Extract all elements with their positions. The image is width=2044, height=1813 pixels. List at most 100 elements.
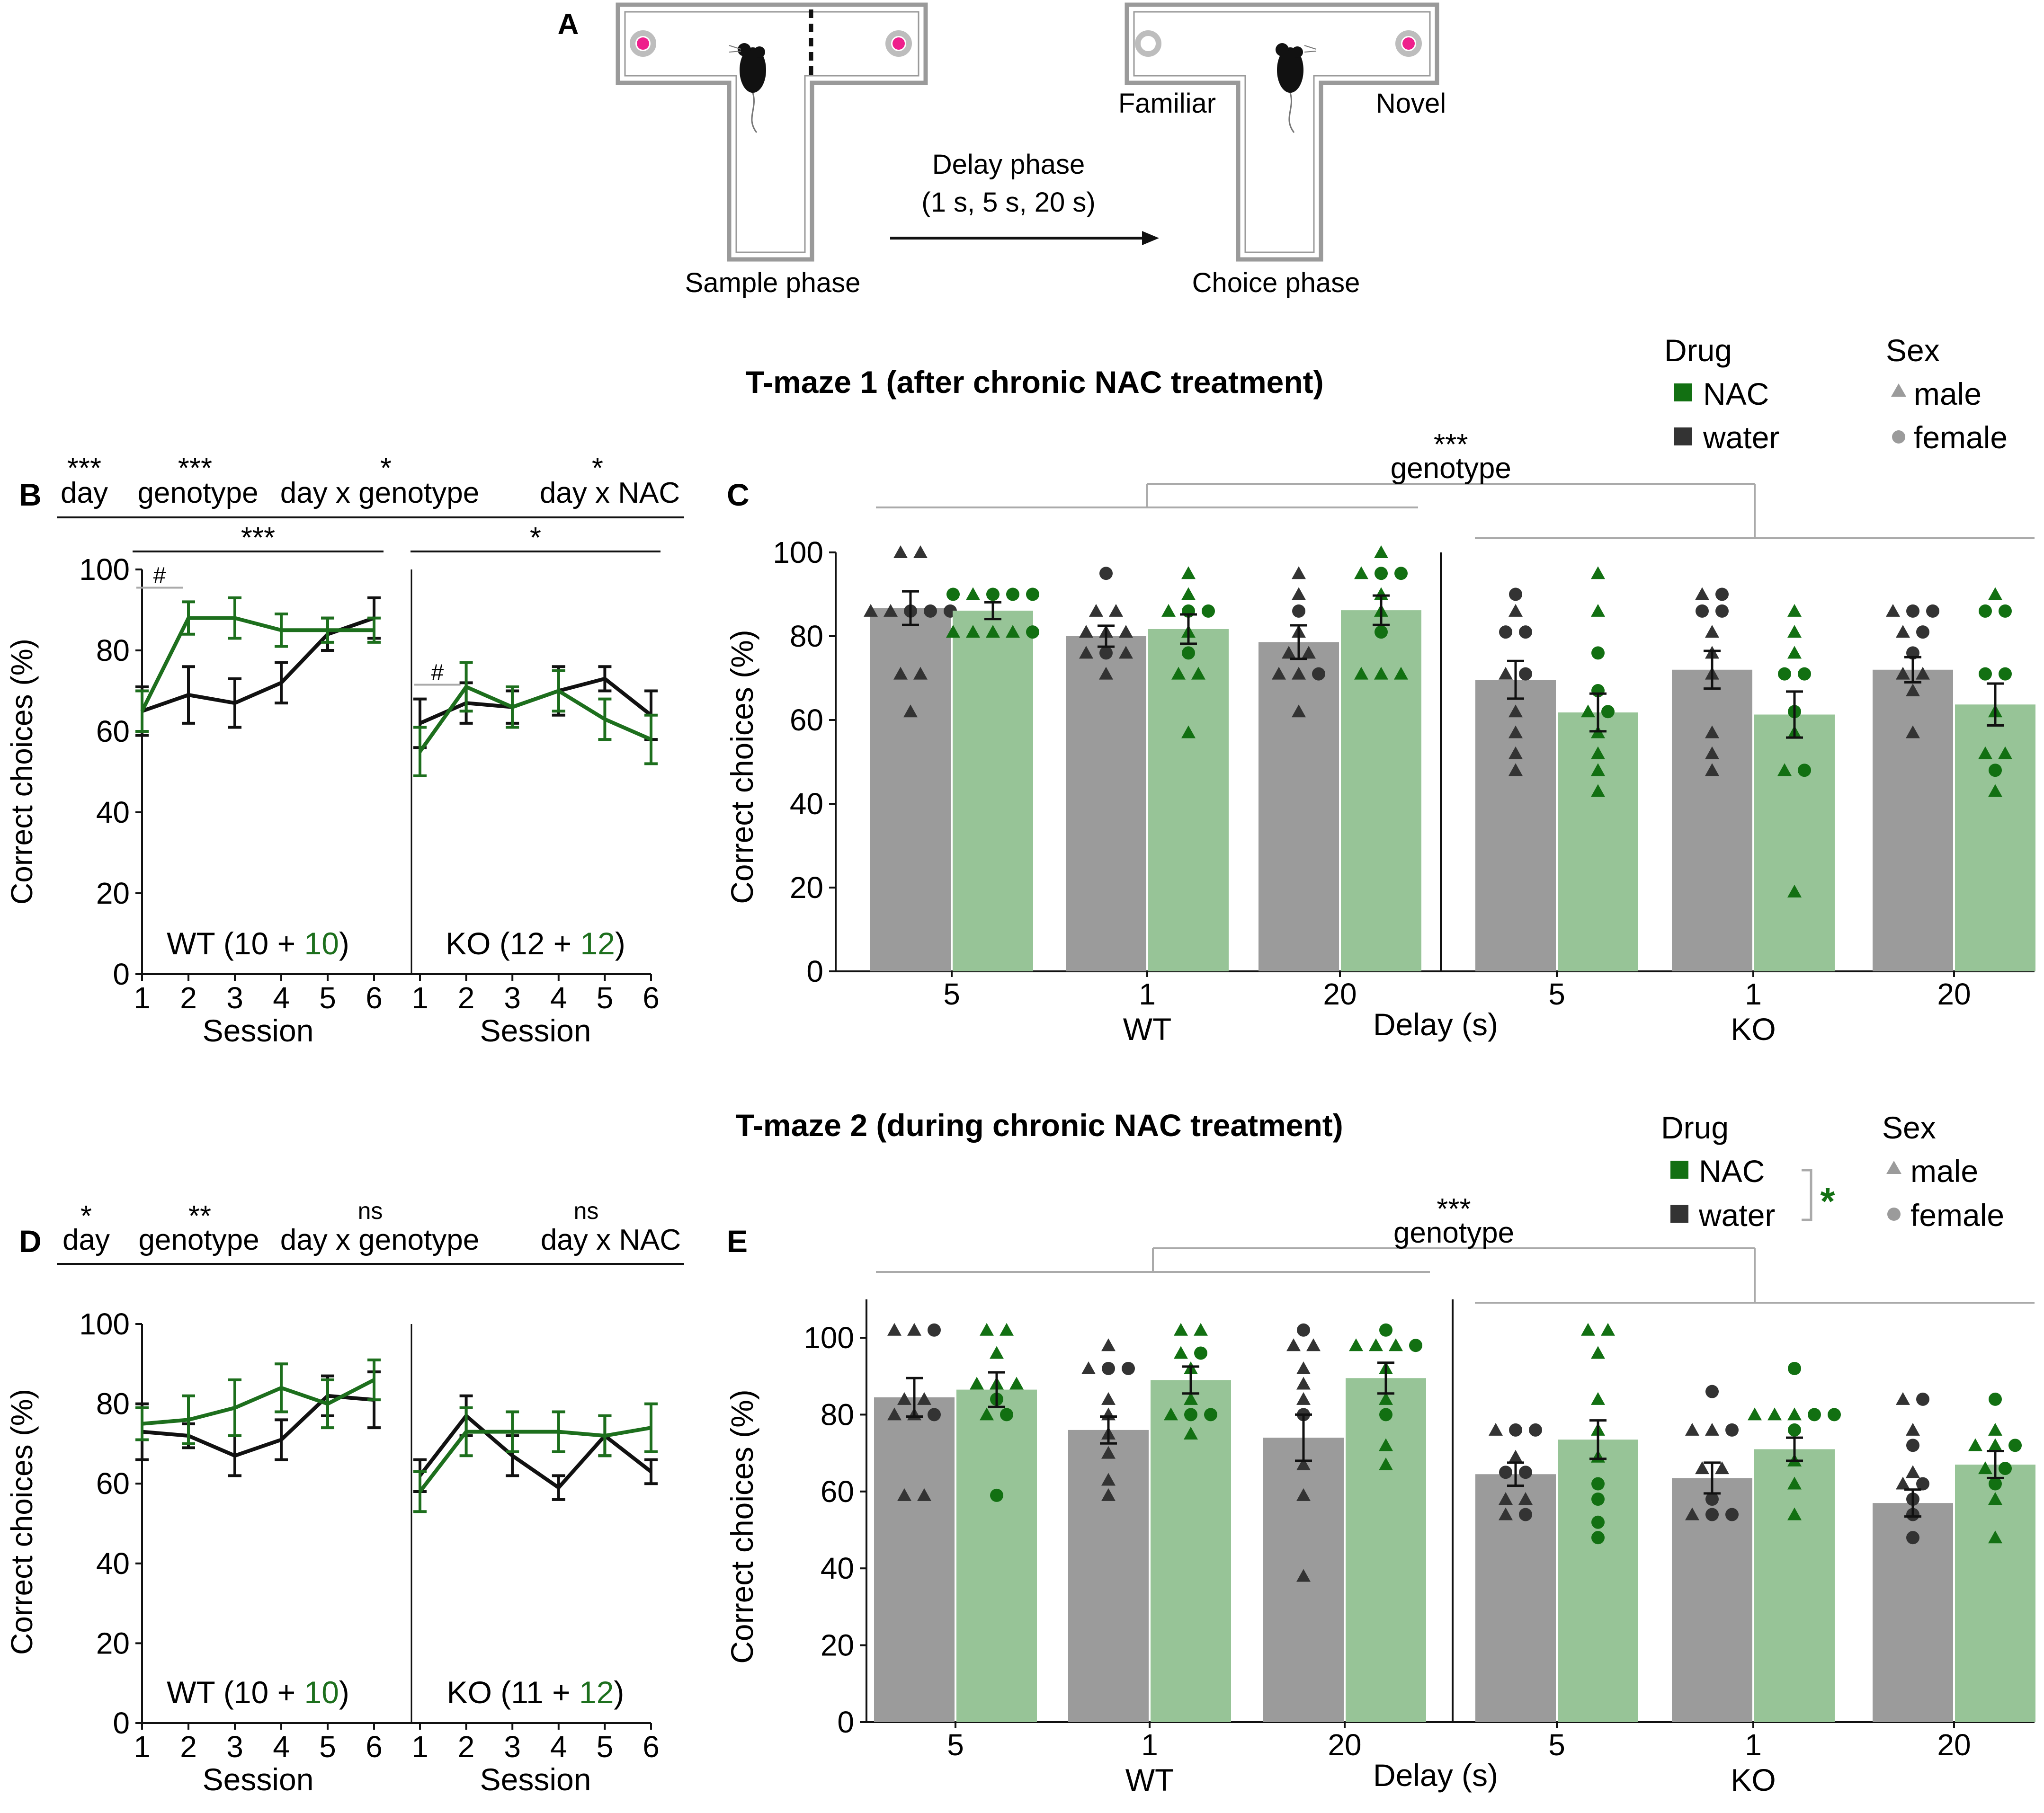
c-point-female bbox=[1509, 587, 1522, 601]
e-point-male bbox=[1306, 1338, 1321, 1351]
d-series-water bbox=[142, 1394, 375, 1458]
e-point-male bbox=[1906, 1422, 1920, 1436]
legend-male-triangle-icon bbox=[1891, 383, 1906, 397]
c-point-male bbox=[1591, 763, 1605, 776]
e-point-male bbox=[1685, 1422, 1699, 1436]
b-y-tick-label: 40 bbox=[96, 795, 130, 829]
c-point-male bbox=[1705, 746, 1719, 759]
c-sig-stars: *** bbox=[1434, 428, 1468, 461]
c-bar-wt-1-nac bbox=[1148, 629, 1229, 971]
legend2-nac-swatch bbox=[1670, 1161, 1688, 1179]
d-stat-sig-day: * bbox=[80, 1200, 92, 1233]
c-point-male bbox=[1787, 604, 1802, 617]
e-point-male bbox=[1499, 1492, 1513, 1505]
e-point-male bbox=[1349, 1338, 1363, 1351]
c-point-female bbox=[1099, 646, 1113, 660]
c-point-male bbox=[1591, 746, 1605, 759]
b-stat-label-day-x-nac: day x NAC bbox=[540, 477, 680, 509]
e-point-female bbox=[1509, 1423, 1522, 1437]
c-y-tick-label: 100 bbox=[773, 535, 823, 569]
e-point-male bbox=[1489, 1422, 1503, 1436]
e-point-female bbox=[1591, 1477, 1605, 1491]
e-point-female bbox=[1379, 1323, 1392, 1337]
d-x-axis-label: Session bbox=[480, 1762, 591, 1797]
e-point-female bbox=[1788, 1361, 1801, 1375]
e-point-female bbox=[1519, 1466, 1532, 1479]
c-point-female bbox=[1999, 667, 2012, 681]
e-point-female bbox=[2008, 1439, 2022, 1452]
e-point-female bbox=[1591, 1493, 1605, 1506]
sample-phase-label: Sample phase bbox=[685, 267, 861, 298]
c-delay-label: 5 bbox=[943, 977, 960, 1011]
e-point-male bbox=[1389, 1338, 1403, 1351]
b-group-label-part: WT (10 + bbox=[167, 926, 304, 961]
c-point-male bbox=[1906, 684, 1920, 697]
c-point-female bbox=[1979, 604, 1992, 618]
e-bar-ko-5-water bbox=[1475, 1474, 1556, 1722]
c-point-female bbox=[1916, 625, 1929, 639]
c-point-female bbox=[1715, 587, 1729, 601]
b-stat-label-genotype: genotype bbox=[137, 477, 258, 509]
legend-water-label: water bbox=[1703, 420, 1779, 455]
e-bar-wt-20-nac bbox=[1346, 1378, 1426, 1722]
c-point-female bbox=[1926, 604, 1939, 618]
c-point-female bbox=[1375, 625, 1388, 639]
c-point-male bbox=[1282, 646, 1296, 659]
c-point-female bbox=[1798, 667, 1811, 681]
b-x-tick-label: 6 bbox=[366, 981, 383, 1015]
e-point-male bbox=[1194, 1323, 1208, 1336]
c-point-male bbox=[1988, 784, 2002, 797]
e-point-male bbox=[1081, 1361, 1096, 1374]
d-group-label-part: ) bbox=[339, 1675, 349, 1710]
d-stat-label-day: day bbox=[62, 1224, 110, 1256]
e-point-female bbox=[1808, 1408, 1821, 1422]
e-delay-label: 5 bbox=[947, 1728, 964, 1762]
e-point-female bbox=[1519, 1508, 1532, 1521]
c-point-male bbox=[1591, 566, 1605, 579]
e-point-female bbox=[1916, 1392, 1929, 1406]
d-stat-label-day-x-genotype: day x genotype bbox=[280, 1224, 480, 1256]
c-delay-label: 20 bbox=[1937, 977, 1971, 1011]
e-point-male bbox=[1296, 1392, 1311, 1405]
panel-a: A Sample phase Delay phase (1 s, 5 s, 20… bbox=[558, 2, 1446, 298]
b-x-tick-label: 1 bbox=[134, 981, 151, 1015]
e-point-male bbox=[1988, 1422, 2002, 1436]
e-point-male bbox=[1101, 1488, 1116, 1501]
e-point-male bbox=[970, 1377, 984, 1390]
d-x-axis-label: Session bbox=[203, 1762, 314, 1797]
legend-water-swatch bbox=[1674, 427, 1692, 445]
c-point-male bbox=[1978, 746, 1992, 759]
c-point-female bbox=[1989, 764, 2002, 777]
c-point-female bbox=[1099, 567, 1113, 580]
d-x-tick-label: 1 bbox=[411, 1730, 428, 1764]
e-point-male bbox=[1174, 1346, 1188, 1359]
d-x-tick-label: 5 bbox=[597, 1730, 614, 1764]
novel-object-dot bbox=[1402, 37, 1415, 50]
b-hash-mark: # bbox=[431, 660, 444, 685]
c-point-male bbox=[1119, 625, 1133, 638]
c-point-male bbox=[946, 625, 960, 638]
e-point-male bbox=[1787, 1476, 1802, 1490]
e-point-female bbox=[1828, 1408, 1841, 1422]
e-delay-label: 1 bbox=[1745, 1728, 1762, 1762]
e-point-female bbox=[1409, 1339, 1422, 1352]
e-point-male bbox=[1184, 1427, 1198, 1440]
legend-sex-title: Sex bbox=[1886, 333, 1940, 368]
c-point-male bbox=[864, 604, 878, 617]
c-bar-wt-5-nac bbox=[953, 611, 1033, 971]
d-series-water bbox=[418, 1413, 652, 1490]
e-point-male bbox=[1508, 1449, 1523, 1463]
c-point-male bbox=[1272, 667, 1286, 680]
choice-maze bbox=[1125, 2, 1439, 262]
d-x-tick-label: 5 bbox=[319, 1730, 336, 1764]
c-point-male bbox=[1988, 587, 2002, 600]
e-plot: 0 20 40 60 80 100 ***genotype 5 1 20 WT 5 1 20 KO Delay… bbox=[803, 1193, 2035, 1797]
e-y-tick-label: 100 bbox=[803, 1321, 854, 1355]
b-x-axis-label: Session bbox=[203, 1013, 314, 1048]
c-bar-ko-1-water bbox=[1672, 669, 1752, 971]
e-point-male bbox=[1715, 1461, 1729, 1475]
b-y-tick-label: 20 bbox=[96, 876, 130, 910]
c-bar-wt-1-water bbox=[1066, 636, 1146, 971]
c-point-male bbox=[1705, 625, 1719, 638]
